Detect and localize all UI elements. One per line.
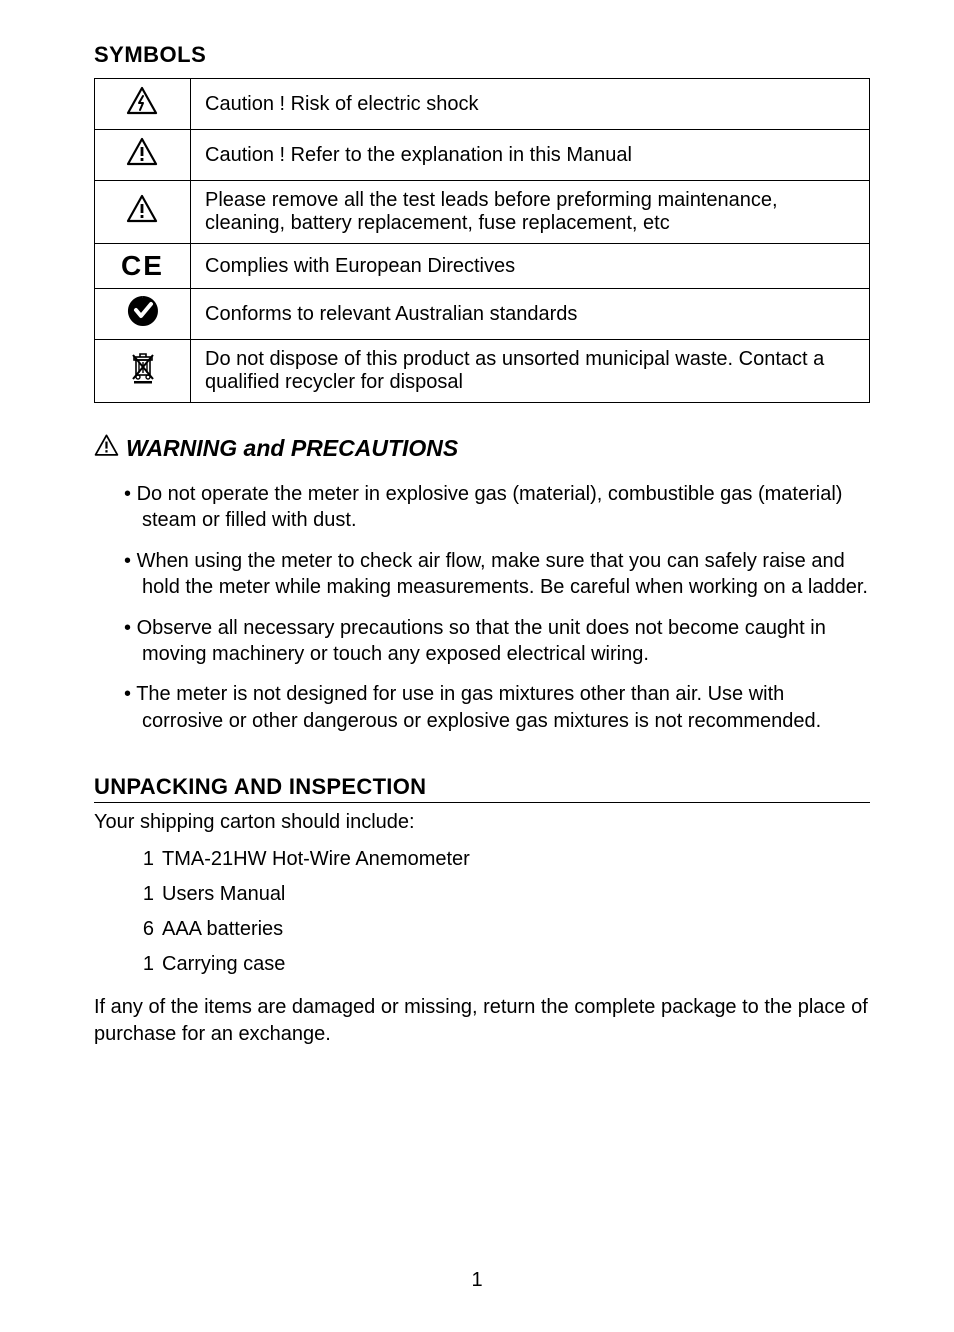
page-number: 1 xyxy=(0,1269,954,1292)
symbol-desc-cell: Please remove all the test leads before … xyxy=(191,181,870,244)
closing-text: If any of the items are damaged or missi… xyxy=(94,994,870,1047)
table-row: Caution ! Risk of electric shock xyxy=(95,79,870,130)
item-qty: 6 xyxy=(132,918,154,941)
table-row: Conforms to relevant Australian standard… xyxy=(95,289,870,340)
item-qty: 1 xyxy=(132,848,154,871)
symbols-heading: SYMBOLS xyxy=(94,42,870,68)
warning-triangle-icon xyxy=(126,136,160,168)
item-name: Users Manual xyxy=(162,883,285,905)
item-qty: 1 xyxy=(132,883,154,906)
table-row: CE Complies with European Directives xyxy=(95,244,870,289)
symbol-icon-cell xyxy=(95,181,191,244)
list-item: 1 Carrying case xyxy=(132,953,870,976)
item-name: AAA batteries xyxy=(162,918,283,940)
table-row: Do not dispose of this product as unsort… xyxy=(95,340,870,403)
ctick-icon xyxy=(127,295,159,327)
symbols-table: Caution ! Risk of electric shock Caution… xyxy=(94,78,870,403)
warning-triangle-icon xyxy=(126,193,160,225)
table-row: Please remove all the test leads before … xyxy=(95,181,870,244)
list-item: 6 AAA batteries xyxy=(132,918,870,941)
symbol-desc-cell: Caution ! Risk of electric shock xyxy=(191,79,870,130)
list-item: When using the meter to check air flow, … xyxy=(120,548,870,601)
symbol-icon-cell xyxy=(95,289,191,340)
list-item: 1 Users Manual xyxy=(132,883,870,906)
table-row: Caution ! Refer to the explanation in th… xyxy=(95,130,870,181)
unpacking-intro: Your shipping carton should include: xyxy=(94,811,870,834)
list-item: Observe all necessary precautions so tha… xyxy=(120,615,870,668)
unpacking-heading: UNPACKING AND INSPECTION xyxy=(94,774,870,803)
warning-heading: WARNING and PRECAUTIONS xyxy=(94,433,870,463)
symbol-desc-cell: Conforms to relevant Australian standard… xyxy=(191,289,870,340)
item-qty: 1 xyxy=(132,953,154,976)
weee-bin-icon xyxy=(127,349,159,387)
symbol-icon-cell: CE xyxy=(95,244,191,289)
symbol-icon-cell xyxy=(95,340,191,403)
ce-mark-icon: CE xyxy=(121,250,164,281)
list-item: 1 TMA-21HW Hot-Wire Anemometer xyxy=(132,848,870,871)
symbol-icon-cell xyxy=(95,130,191,181)
symbol-desc-cell: Do not dispose of this product as unsort… xyxy=(191,340,870,403)
list-item: Do not operate the meter in explosive ga… xyxy=(120,481,870,534)
symbol-desc-cell: Caution ! Refer to the explanation in th… xyxy=(191,130,870,181)
item-name: Carrying case xyxy=(162,953,285,975)
warning-heading-text: WARNING and PRECAUTIONS xyxy=(126,435,458,462)
electric-shock-icon xyxy=(126,85,160,117)
item-name: TMA-21HW Hot-Wire Anemometer xyxy=(162,848,470,870)
packing-list: 1 TMA-21HW Hot-Wire Anemometer 1 Users Man… xyxy=(94,848,870,976)
warning-triangle-icon xyxy=(94,433,120,463)
symbol-desc-cell: Complies with European Directives xyxy=(191,244,870,289)
list-item: The meter is not designed for use in gas… xyxy=(120,681,870,734)
warning-list: Do not operate the meter in explosive ga… xyxy=(94,481,870,734)
symbol-icon-cell xyxy=(95,79,191,130)
